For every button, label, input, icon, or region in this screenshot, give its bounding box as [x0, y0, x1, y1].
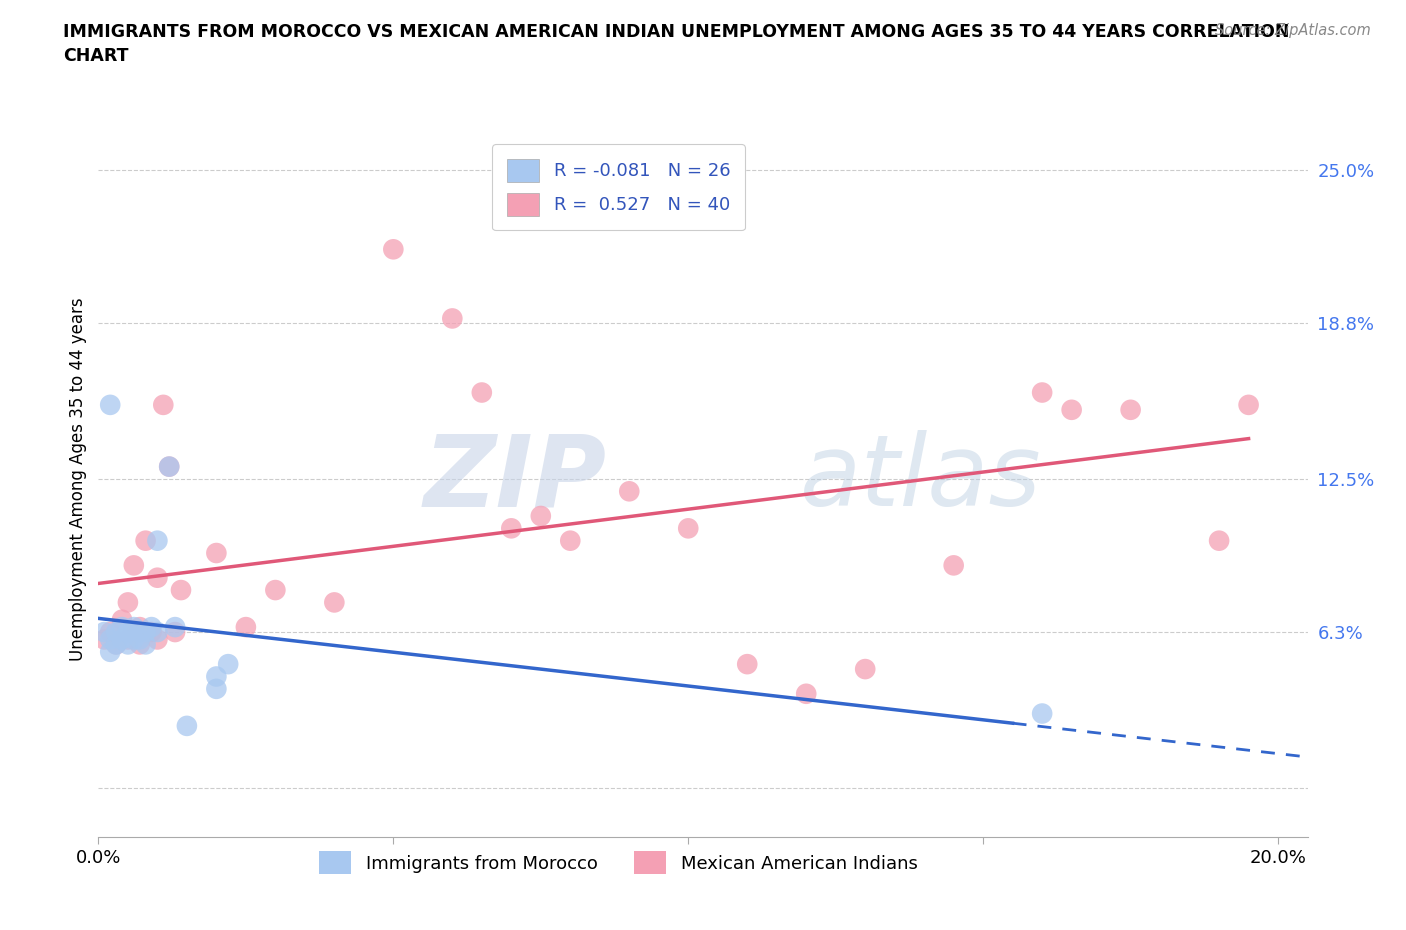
- Point: [141, 625, 163, 640]
- Point: [117, 595, 139, 610]
- Point: [205, 682, 228, 697]
- Text: ZIP: ZIP: [423, 431, 606, 527]
- Point: [122, 558, 145, 573]
- Point: [157, 459, 180, 474]
- Point: [128, 637, 150, 652]
- Point: [560, 533, 582, 548]
- Point: [942, 558, 965, 573]
- Point: [135, 637, 157, 652]
- Point: [264, 582, 287, 597]
- Point: [152, 397, 174, 412]
- Legend: Immigrants from Morocco, Mexican American Indians: Immigrants from Morocco, Mexican America…: [312, 844, 925, 882]
- Point: [128, 619, 150, 634]
- Point: [93, 632, 115, 647]
- Point: [1031, 706, 1053, 721]
- Point: [98, 397, 121, 412]
- Point: [105, 637, 128, 652]
- Point: [1031, 385, 1053, 400]
- Point: [111, 612, 134, 627]
- Point: [141, 619, 163, 634]
- Text: Source: ZipAtlas.com: Source: ZipAtlas.com: [1215, 23, 1371, 38]
- Point: [323, 595, 346, 610]
- Point: [441, 311, 464, 325]
- Point: [135, 533, 157, 548]
- Point: [794, 686, 817, 701]
- Point: [122, 632, 145, 647]
- Point: [678, 521, 700, 536]
- Point: [111, 632, 134, 647]
- Point: [98, 644, 121, 659]
- Point: [1060, 403, 1083, 418]
- Point: [165, 625, 187, 640]
- Point: [135, 625, 157, 640]
- Point: [648, 188, 671, 203]
- Point: [111, 619, 134, 634]
- Point: [853, 661, 876, 676]
- Point: [205, 669, 228, 684]
- Point: [146, 632, 169, 647]
- Point: [235, 619, 257, 634]
- Point: [501, 521, 523, 536]
- Point: [128, 632, 150, 647]
- Point: [382, 242, 405, 257]
- Point: [205, 546, 228, 561]
- Text: IMMIGRANTS FROM MOROCCO VS MEXICAN AMERICAN INDIAN UNEMPLOYMENT AMONG AGES 35 TO: IMMIGRANTS FROM MOROCCO VS MEXICAN AMERI…: [63, 23, 1289, 65]
- Point: [170, 582, 193, 597]
- Point: [471, 385, 494, 400]
- Point: [1208, 533, 1230, 548]
- Point: [530, 509, 553, 524]
- Point: [146, 570, 169, 585]
- Point: [122, 625, 145, 640]
- Point: [217, 657, 239, 671]
- Point: [117, 637, 139, 652]
- Point: [117, 632, 139, 647]
- Point: [1119, 403, 1142, 418]
- Point: [105, 625, 128, 640]
- Y-axis label: Unemployment Among Ages 35 to 44 years: Unemployment Among Ages 35 to 44 years: [69, 298, 87, 660]
- Point: [122, 619, 145, 634]
- Point: [146, 625, 169, 640]
- Point: [105, 637, 128, 652]
- Point: [176, 719, 198, 734]
- Point: [157, 459, 180, 474]
- Point: [619, 484, 641, 498]
- Point: [98, 625, 121, 640]
- Point: [1237, 397, 1260, 412]
- Point: [98, 632, 121, 647]
- Text: atlas: atlas: [800, 431, 1042, 527]
- Point: [128, 625, 150, 640]
- Point: [146, 533, 169, 548]
- Point: [165, 619, 187, 634]
- Point: [93, 625, 115, 640]
- Point: [735, 657, 758, 671]
- Point: [117, 625, 139, 640]
